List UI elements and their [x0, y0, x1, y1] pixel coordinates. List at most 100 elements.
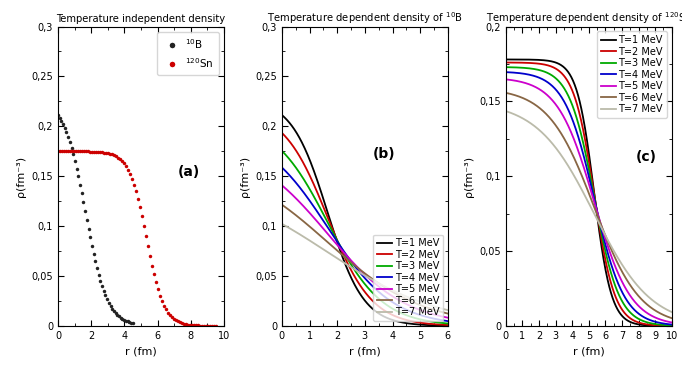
Line: T=6 MeV: T=6 MeV [282, 205, 448, 313]
T=5 MeV [580, 168, 589, 172]
T=1 MeV [638, 323, 646, 327]
Line: T=3 MeV: T=3 MeV [506, 67, 672, 326]
T=6 MeV [344, 257, 352, 262]
Line: T=2 MeV: T=2 MeV [282, 133, 448, 325]
Line: T=6 MeV: T=6 MeV [506, 93, 672, 318]
T=2 MeV [638, 321, 646, 326]
T=6 MeV [398, 294, 406, 299]
T=3 MeV [398, 312, 406, 316]
T=2 MeV [601, 254, 609, 258]
T=2 MeV [278, 131, 286, 135]
T=2 MeV [668, 324, 676, 328]
T=4 MeV [344, 254, 352, 259]
T=6 MeV [601, 232, 609, 236]
T=3 MeV [332, 236, 340, 240]
T=6 MeV [398, 295, 406, 299]
T=3 MeV [502, 65, 510, 69]
T=7 MeV [298, 233, 306, 238]
T=3 MeV [298, 174, 306, 179]
T=5 MeV [398, 300, 406, 304]
T=6 MeV [502, 91, 510, 95]
T=7 MeV [398, 293, 406, 297]
T=3 MeV [638, 318, 646, 323]
Legend: T=1 MeV, T=2 MeV, T=3 MeV, T=4 MeV, T=5 MeV, T=6 MeV, T=7 MeV: T=1 MeV, T=2 MeV, T=3 MeV, T=4 MeV, T=5 … [373, 235, 443, 321]
Line: T=4 MeV: T=4 MeV [282, 168, 448, 321]
Text: (c): (c) [635, 150, 656, 164]
T=4 MeV [298, 188, 306, 193]
T=3 MeV [278, 149, 286, 153]
T=1 MeV [298, 140, 306, 145]
T=3 MeV [444, 321, 452, 326]
T=1 MeV [580, 124, 589, 128]
Line: T=3 MeV: T=3 MeV [282, 151, 448, 324]
T=6 MeV [298, 218, 306, 222]
Y-axis label: ρ(fm⁻³): ρ(fm⁻³) [464, 156, 474, 197]
Line: T=1 MeV: T=1 MeV [506, 60, 672, 326]
T=1 MeV [591, 202, 599, 207]
T=7 MeV [502, 109, 510, 113]
T=2 MeV [382, 309, 390, 314]
T=7 MeV [580, 193, 589, 197]
T=2 MeV [332, 235, 340, 240]
T=4 MeV [664, 322, 672, 326]
T=5 MeV [344, 254, 352, 259]
Line: T=5 MeV: T=5 MeV [506, 79, 672, 323]
T=1 MeV [668, 324, 676, 328]
T=7 MeV [398, 292, 406, 297]
T=5 MeV [332, 241, 340, 246]
T=4 MeV [601, 240, 609, 244]
T=2 MeV [591, 202, 599, 206]
T=4 MeV [591, 203, 599, 207]
Line: T=1 MeV: T=1 MeV [282, 115, 448, 326]
T=5 MeV [278, 183, 286, 188]
T=4 MeV [382, 296, 390, 300]
Line: T=7 MeV: T=7 MeV [282, 224, 448, 310]
T=7 MeV [444, 308, 452, 312]
Legend: T=1 MeV, T=2 MeV, T=3 MeV, T=4 MeV, T=5 MeV, T=6 MeV, T=7 MeV: T=1 MeV, T=2 MeV, T=3 MeV, T=4 MeV, T=5 … [597, 31, 667, 118]
T=2 MeV [298, 158, 306, 163]
T=5 MeV [638, 307, 646, 311]
Text: (a): (a) [177, 165, 200, 179]
T=5 MeV [382, 290, 390, 294]
T=4 MeV [580, 157, 589, 162]
T=1 MeV [601, 263, 609, 267]
Line: T=4 MeV: T=4 MeV [506, 72, 672, 324]
T=5 MeV [444, 315, 452, 320]
T=3 MeV [344, 257, 352, 261]
Y-axis label: ρ(fm⁻³): ρ(fm⁻³) [240, 156, 250, 197]
T=4 MeV [332, 238, 340, 242]
T=5 MeV [591, 205, 599, 209]
T=3 MeV [601, 246, 609, 250]
T=5 MeV [664, 319, 672, 324]
T=6 MeV [591, 208, 599, 213]
T=4 MeV [444, 319, 452, 323]
X-axis label: r (fm): r (fm) [349, 346, 381, 356]
T=7 MeV [382, 285, 390, 290]
T=1 MeV [502, 57, 510, 62]
T=7 MeV [601, 232, 609, 236]
T=4 MeV [502, 70, 510, 74]
T=2 MeV [582, 141, 590, 145]
T=7 MeV [638, 288, 646, 293]
X-axis label: r (fm): r (fm) [573, 346, 605, 356]
T=2 MeV [344, 261, 352, 266]
T=3 MeV [591, 202, 599, 207]
Text: (b): (b) [373, 147, 396, 161]
Title: Temperature independent density: Temperature independent density [57, 14, 226, 24]
Line: T=5 MeV: T=5 MeV [282, 185, 448, 318]
T=1 MeV [398, 320, 406, 324]
T=2 MeV [664, 323, 672, 328]
T=5 MeV [582, 171, 590, 175]
T=4 MeV [398, 305, 406, 310]
T=7 MeV [582, 195, 590, 199]
T=6 MeV [382, 286, 390, 290]
T=3 MeV [580, 147, 589, 152]
Title: Temperature dependent density of $^{120}$Sn: Temperature dependent density of $^{120}… [486, 11, 682, 27]
T=1 MeV [398, 320, 406, 325]
T=1 MeV [582, 130, 590, 135]
T=7 MeV [332, 255, 340, 260]
T=3 MeV [582, 152, 590, 156]
T=6 MeV [444, 311, 452, 316]
T=5 MeV [502, 77, 510, 81]
T=2 MeV [398, 316, 406, 321]
